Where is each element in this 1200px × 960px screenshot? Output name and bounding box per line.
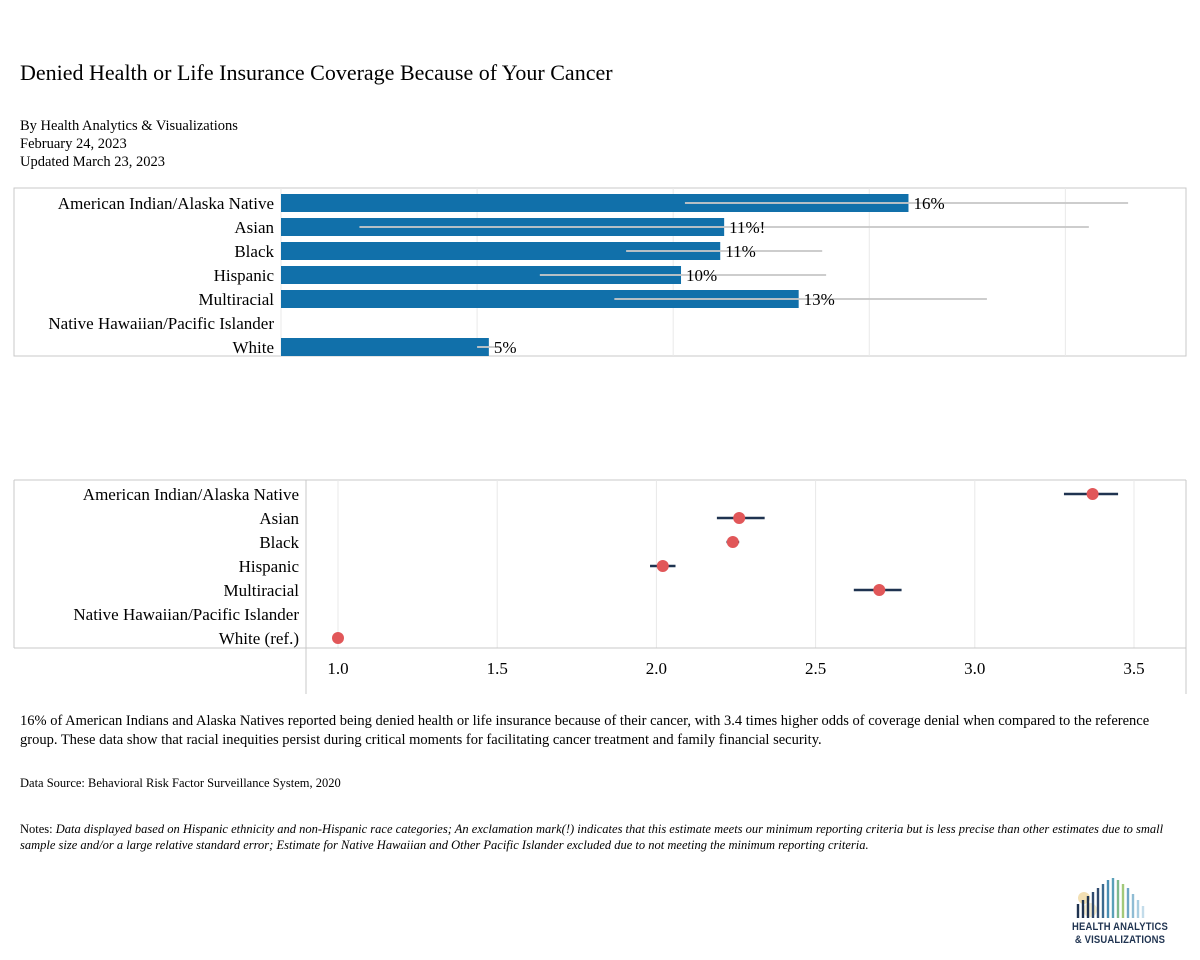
logo-line-1: HEALTH ANALYTICS xyxy=(1072,921,1168,933)
odds-ratio-point xyxy=(873,584,886,596)
dot-category-label: Multiracial xyxy=(223,581,299,600)
x-tick-label: 1.5 xyxy=(487,659,508,678)
bar xyxy=(281,290,799,308)
dot-category-label: Asian xyxy=(259,509,299,528)
bar xyxy=(281,338,489,356)
bar-data-label: 16% xyxy=(913,194,944,213)
bar-data-label: 11%! xyxy=(729,218,765,237)
dot-category-label: Hispanic xyxy=(239,557,300,576)
bar-data-label: 11% xyxy=(725,242,756,261)
summary-text: 16% of American Indians and Alaska Nativ… xyxy=(20,713,1150,748)
byline-block: By Health Analytics & Visualizations Feb… xyxy=(20,117,238,171)
x-tick-label: 3.0 xyxy=(964,659,985,678)
bar-category-label: White xyxy=(232,338,274,357)
x-tick-label: 2.0 xyxy=(646,659,667,678)
logo-bars-icon xyxy=(1076,878,1145,918)
percent-bar-chart: American Indian/Alaska Native 16% Asian 11%… xyxy=(13,187,1187,357)
x-tick-label: 1.0 xyxy=(327,659,348,678)
bar xyxy=(281,266,682,284)
dot-category-label: White (ref.) xyxy=(219,629,299,648)
data-source: Data Source: Behavioral Risk Factor Surv… xyxy=(20,776,341,790)
bar-category-label: Native Hawaiian/Pacific Islander xyxy=(48,314,274,333)
bar-data-label: 5% xyxy=(494,338,517,357)
bar xyxy=(281,242,721,260)
notes-text: Data displayed based on Hispanic ethnici… xyxy=(20,822,1164,852)
bar xyxy=(281,194,909,212)
odds-ratio-point xyxy=(656,560,669,572)
bar-category-label: Multiracial xyxy=(198,290,274,309)
bar-chart-frame xyxy=(13,187,1187,357)
updated-date: Updated March 23, 2023 xyxy=(20,154,165,170)
dot-category-label: American Indian/Alaska Native xyxy=(83,485,299,504)
x-tick-label: 3.5 xyxy=(1123,659,1144,678)
dot-category-label: Native Hawaiian/Pacific Islander xyxy=(73,605,299,624)
page-title: Denied Health or Life Insurance Coverage… xyxy=(20,60,613,85)
odds-ratio-point xyxy=(332,632,344,644)
notes-label: Notes: xyxy=(20,822,53,836)
bar-data-label: 13% xyxy=(804,290,835,309)
author-line: By Health Analytics & Visualizations xyxy=(20,118,238,134)
dot-category-label: Black xyxy=(259,533,299,552)
hav-logo: HEALTH ANALYTICS & VISUALIZATIONS xyxy=(1060,874,1180,954)
notes: Notes: Data displayed based on Hispanic … xyxy=(20,821,1190,853)
bar-category-label: Hispanic xyxy=(214,266,275,285)
x-tick-label: 2.5 xyxy=(805,659,826,678)
logo-line-2: & VISUALIZATIONS xyxy=(1074,934,1166,946)
bar-category-label: Asian xyxy=(234,218,274,237)
bar-data-label: 10% xyxy=(686,266,717,285)
odds-ratio-point xyxy=(1086,488,1099,500)
odds-ratio-point xyxy=(726,536,739,548)
bar-category-label: American Indian/Alaska Native xyxy=(58,194,274,213)
bar-category-label: Black xyxy=(234,242,274,261)
odds-ratio-point xyxy=(733,512,746,524)
published-date: February 24, 2023 xyxy=(20,136,127,152)
odds-ratio-dot-chart: 1.0 1.5 2.0 2.5 3.0 3.5 American Indian/Alaska… xyxy=(13,479,1187,694)
